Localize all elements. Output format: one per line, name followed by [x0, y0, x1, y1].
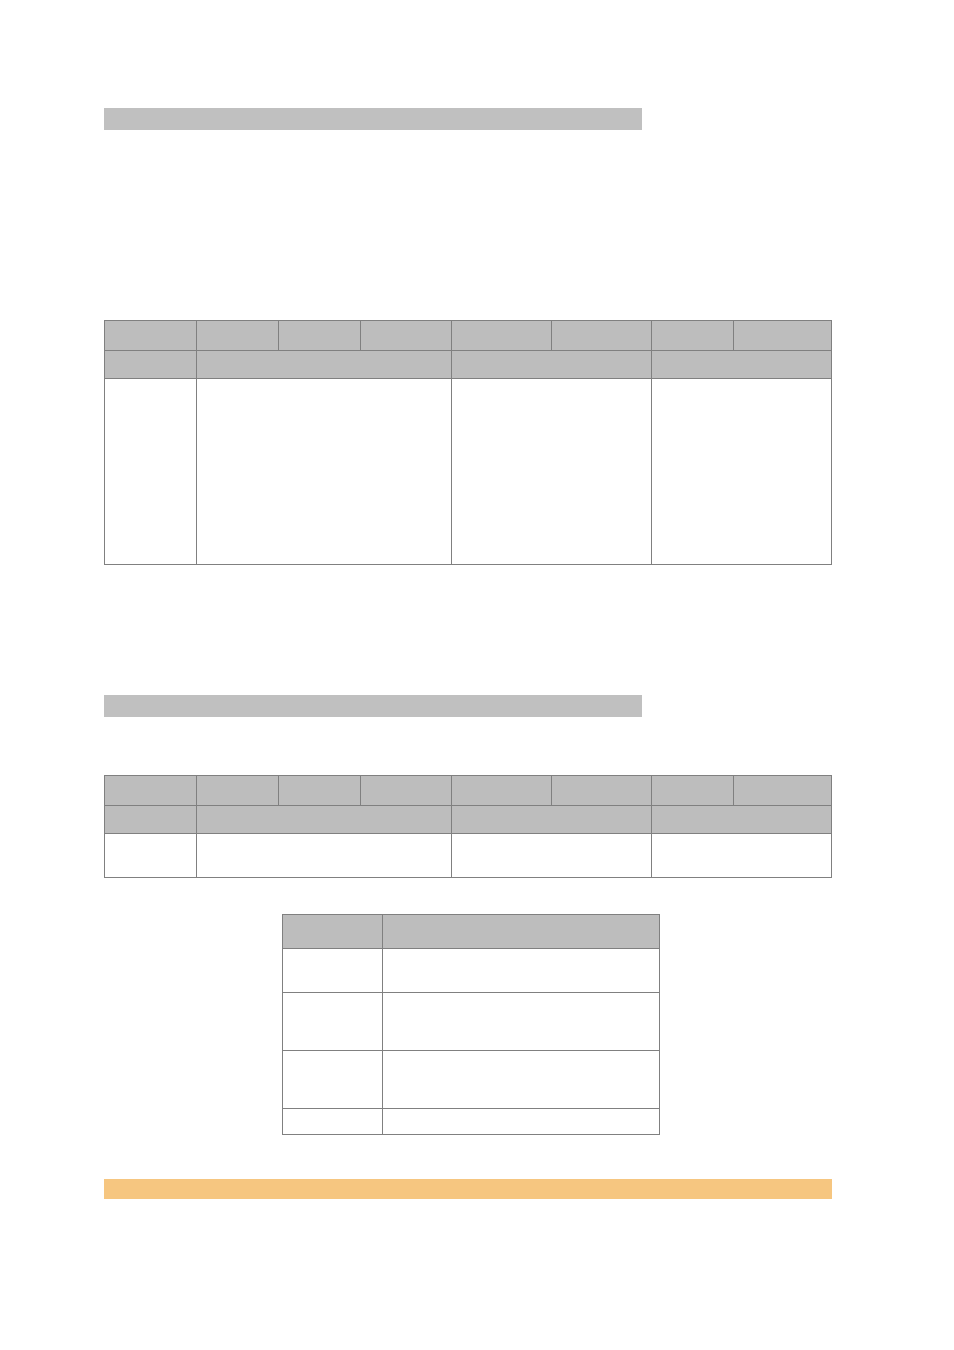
- table-2-h1-c3: [278, 776, 360, 806]
- table-1-h2-c1: [105, 351, 197, 379]
- table-3-r1-c1: [283, 949, 383, 993]
- table-2-header-row-1: [105, 776, 832, 806]
- table-1-h1-c6: [552, 321, 652, 351]
- table-2-h1-c5: [452, 776, 552, 806]
- table-3-r4-c1: [283, 1109, 383, 1135]
- table-1-h1-c8: [734, 321, 832, 351]
- table-1-body-c2: [196, 379, 452, 565]
- table-1-h2-c4: [652, 351, 832, 379]
- table-2: [104, 775, 832, 878]
- table-1-h1-c2: [196, 321, 278, 351]
- table-1-body-c3: [452, 379, 652, 565]
- table-1-h2-c3: [452, 351, 652, 379]
- table-2-h1-c4: [360, 776, 452, 806]
- footer-bar: [104, 1179, 832, 1199]
- table-3-row-1: [283, 949, 660, 993]
- table-3-r3-c2: [382, 1051, 659, 1109]
- table-2-body-c1: [105, 834, 197, 878]
- table-3-r2-c1: [283, 993, 383, 1051]
- table-3-row-4: [283, 1109, 660, 1135]
- table-2-header-row-2: [105, 806, 832, 834]
- table-3-h-c2: [382, 915, 659, 949]
- table-3-r3-c1: [283, 1051, 383, 1109]
- table-1-body-c1: [105, 379, 197, 565]
- table-1-h1-c1: [105, 321, 197, 351]
- table-1-header-row-1: [105, 321, 832, 351]
- table-3-h-c1: [283, 915, 383, 949]
- table-3-r4-c2: [382, 1109, 659, 1135]
- table-2-h2-c2: [196, 806, 452, 834]
- table-2-body-c2: [196, 834, 452, 878]
- table-2-h1-c8: [734, 776, 832, 806]
- table-1-h1-c7: [652, 321, 734, 351]
- table-3: [282, 914, 660, 1135]
- table-2-h1-c2: [196, 776, 278, 806]
- table-1-body-row: [105, 379, 832, 565]
- table-2-body-row: [105, 834, 832, 878]
- table-3-row-3: [283, 1051, 660, 1109]
- table-3-r1-c2: [382, 949, 659, 993]
- table-2-h1-c1: [105, 776, 197, 806]
- table-1: [104, 320, 832, 565]
- table-1-h2-c2: [196, 351, 452, 379]
- table-2-h2-c1: [105, 806, 197, 834]
- table-2-h1-c6: [552, 776, 652, 806]
- table-2-body-c3: [452, 834, 652, 878]
- table-1-h1-c3: [278, 321, 360, 351]
- section-heading-bar-1: [104, 108, 642, 130]
- table-1-header-row-2: [105, 351, 832, 379]
- section-heading-bar-2: [104, 695, 642, 717]
- table-3-header-row: [283, 915, 660, 949]
- table-2-body-c4: [652, 834, 832, 878]
- table-1-h1-c5: [452, 321, 552, 351]
- table-2-h2-c4: [652, 806, 832, 834]
- table-1-body-c4: [652, 379, 832, 565]
- page-content: [104, 108, 832, 1199]
- table-2-h1-c7: [652, 776, 734, 806]
- table-3-row-2: [283, 993, 660, 1051]
- table-3-r2-c2: [382, 993, 659, 1051]
- table-1-h1-c4: [360, 321, 452, 351]
- table-2-h2-c3: [452, 806, 652, 834]
